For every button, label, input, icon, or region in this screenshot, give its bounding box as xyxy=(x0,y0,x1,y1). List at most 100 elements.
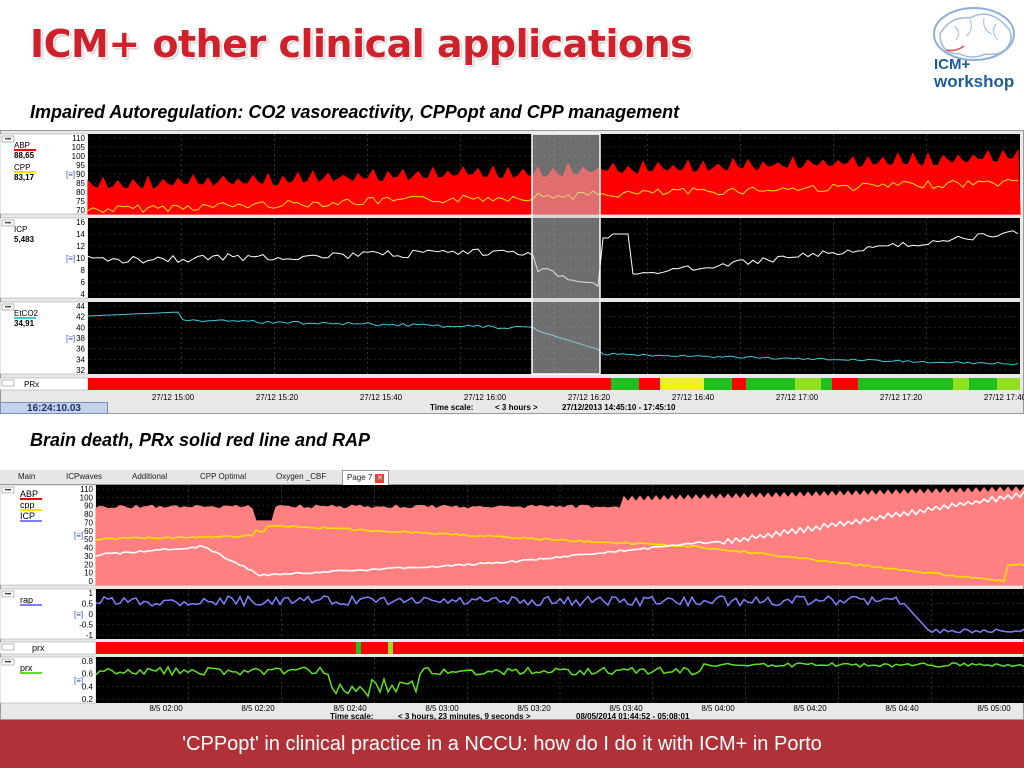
top-clock-readout: 16:24:10.03 xyxy=(0,402,108,414)
top-etco2-channel-tick-label: 42 xyxy=(76,313,85,322)
prx-bar-green-mark xyxy=(388,642,393,654)
top-icp-channel-tick-label: 10 xyxy=(76,254,85,263)
bottom-rap-channel-tick-label: -1 xyxy=(86,631,94,640)
cpp-trace-bottom xyxy=(95,524,1024,583)
bottom-time-range: 08/05/2014 01:44:52 - 05:08:01 xyxy=(576,712,690,720)
top-abp-cpp-channel-legend-label: 88,65 xyxy=(14,151,35,160)
selection-window xyxy=(531,133,601,375)
footer-bar: 'CPPopt' in clinical practice in a NCCU:… xyxy=(0,720,1024,768)
menu-dots-label: ••• xyxy=(5,221,11,227)
menu-dots-button xyxy=(1,379,15,387)
menu-dots-button xyxy=(1,643,15,651)
menu-dots-button xyxy=(1,486,15,494)
prx-segment xyxy=(832,378,858,390)
prx-segment xyxy=(858,378,883,390)
prx-segment xyxy=(1016,378,1020,390)
top-icp-channel-tick-label: 14 xyxy=(76,230,85,239)
prx-segment xyxy=(940,378,953,390)
logo-line2: workshop xyxy=(934,72,1015,91)
prx-segment xyxy=(598,378,611,390)
bottom-prx-channel-tick-label: 0.6 xyxy=(82,670,94,679)
menu-dots-label: ••• xyxy=(5,592,11,598)
top-time-tick: 27/12 16:00 xyxy=(464,393,507,402)
top-etco2-channel-tick-label: 44 xyxy=(76,302,85,311)
top-time-tick: 27/12 17:40 xyxy=(984,393,1024,402)
top-time-tick: 27/12 17:20 xyxy=(880,393,923,402)
top-icp-channel-tick-label: 12 xyxy=(76,242,85,251)
top-time-tick: 27/12 15:20 xyxy=(256,393,299,402)
top-etco2-channel-legend-label: EtCO2 xyxy=(14,309,39,318)
tab-oxygen-cbf[interactable]: Oxygen _CBF xyxy=(276,472,327,481)
top-abp-cpp-channel-tick-label: 110 xyxy=(72,134,85,143)
bottom-abp-cpp-icp-channel-tick-label: 20 xyxy=(84,560,93,569)
tab-cpp-optimal[interactable]: CPP Optimal xyxy=(200,472,247,481)
prx-segment xyxy=(611,378,639,390)
icp-trace-bottom xyxy=(95,491,1024,577)
top-abp-cpp-channel-legend-label: ABP xyxy=(14,141,30,150)
menu-dots-label: ••• xyxy=(5,660,11,666)
axis-scale-button: [≡] xyxy=(74,676,83,685)
prx-segment xyxy=(969,378,997,390)
top-abp-cpp-channel-tick-label: 70 xyxy=(76,206,85,215)
menu-dots-button xyxy=(1,658,15,666)
logo-text: ICM+ workshop xyxy=(934,56,1014,90)
close-icon[interactable]: ✕ xyxy=(375,474,385,483)
bottom-prx-channel-tick-label: 0.4 xyxy=(82,682,94,691)
top-time-tick: 27/12 16:20 xyxy=(568,393,611,402)
tab-additional[interactable]: Additional xyxy=(132,472,168,481)
top-abp-cpp-channel-tick-label: 75 xyxy=(76,197,85,206)
page-tab-bar: Main ICPwaves Additional CPP Optimal Oxy… xyxy=(0,470,1024,485)
bottom-prx-channel-tick-label: 0.2 xyxy=(82,695,94,704)
top-abp-cpp-channel-tick-label: 95 xyxy=(76,161,85,170)
bottom-time-tick: 8/5 04:00 xyxy=(701,704,735,713)
axis-scale-button: [≡] xyxy=(74,610,83,619)
slide-title: ICM+ other clinical applications xyxy=(30,22,693,66)
tab-icpwaves[interactable]: ICPwaves xyxy=(66,472,103,481)
subtitle-autoregulation: Impaired Autoregulation: CO2 vasoreactiv… xyxy=(30,102,680,122)
bottom-abp-cpp-icp-channel-legend-label: ABP xyxy=(20,489,38,499)
prx-label: PRx xyxy=(24,380,39,389)
tab-main[interactable]: Main xyxy=(18,472,36,481)
bottom-abp-cpp-icp-channel-tick-label: 70 xyxy=(84,518,93,527)
menu-dots-button xyxy=(1,303,15,311)
prx-segment xyxy=(997,378,1016,390)
top-time-scale-label: Time scale: xyxy=(430,403,473,412)
bottom-rap-channel-tick-label: 1 xyxy=(89,589,94,598)
prx-bar-red xyxy=(96,642,1024,654)
bottom-abp-cpp-icp-channel-tick-label: 30 xyxy=(84,552,93,561)
prx-segment xyxy=(746,378,768,390)
top-etco2-channel-legend-label: 34,91 xyxy=(14,319,35,328)
bottom-time-tick: 8/5 02:00 xyxy=(149,704,183,713)
bottom-prx-channel-legend-label: prx xyxy=(20,663,33,673)
prx-segment xyxy=(904,378,922,390)
prx-segment-red xyxy=(88,378,598,390)
prx-segment xyxy=(883,378,896,390)
top-icp-channel-tick-label: 8 xyxy=(81,266,86,275)
prx-segment xyxy=(821,378,832,390)
bottom-time-scale-label: Time scale: xyxy=(330,712,373,720)
prx-segment xyxy=(768,378,795,390)
bottom-rap-channel-tick-label: 0.5 xyxy=(82,600,94,609)
bottom-prx-channel-plot-bg xyxy=(96,657,1024,703)
prx-bar-green-mark xyxy=(356,642,361,654)
tab-page-7[interactable]: Page 7 ✕ xyxy=(342,470,390,485)
subtitle-brain-death: Brain death, PRx solid red line and RAP xyxy=(30,430,371,450)
prx-trace xyxy=(95,662,1024,698)
prx-segment xyxy=(639,378,660,390)
bottom-abp-cpp-icp-channel-legend-label: ICP xyxy=(20,511,35,521)
bottom-rap-channel-legend-label: rap xyxy=(20,595,33,605)
axis-scale-button: [≡] xyxy=(74,531,83,540)
prx-segment xyxy=(704,378,732,390)
top-abp-cpp-channel-tick-label: 100 xyxy=(72,152,86,161)
bottom-time-scale-value: < 3 hours, 23 minutes, 9 seconds > xyxy=(398,712,531,720)
menu-dots-label: ••• xyxy=(5,305,11,311)
top-time-tick: 27/12 17:00 xyxy=(776,393,819,402)
prx-segment xyxy=(896,378,904,390)
bottom-abp-cpp-icp-channel-tick-label: 40 xyxy=(84,544,93,553)
top-abp-cpp-channel-tick-label: 90 xyxy=(76,170,85,179)
brain-logo-icon xyxy=(933,7,1015,61)
bottom-abp-cpp-icp-channel-label-panel xyxy=(0,485,97,586)
menu-dots-button xyxy=(1,219,15,227)
axis-scale-button: [≡] xyxy=(66,254,75,263)
logo-line1: ICM+ xyxy=(934,56,971,73)
